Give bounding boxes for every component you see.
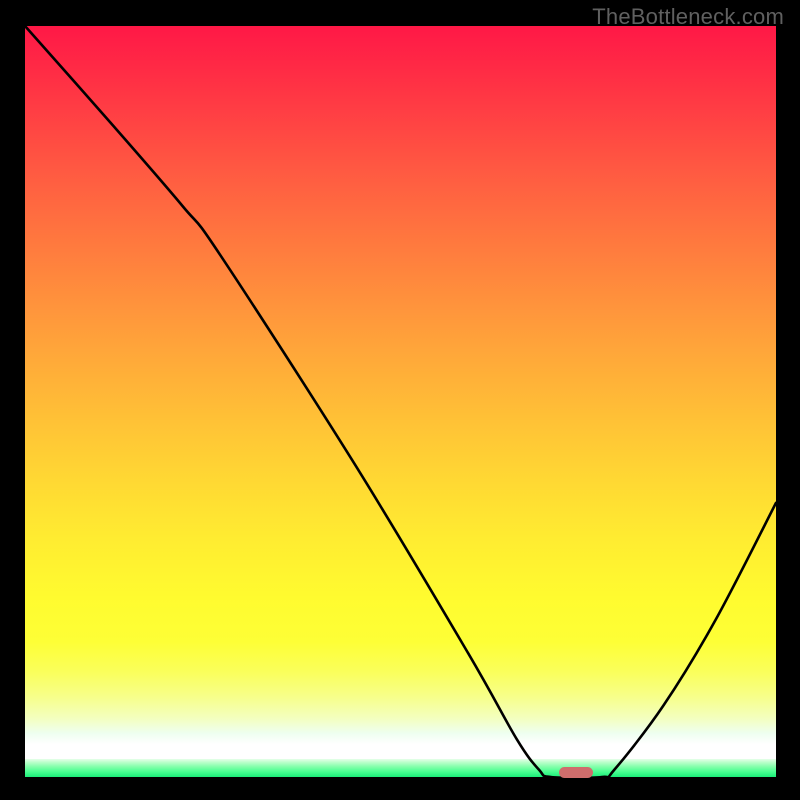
plot-area: [25, 26, 776, 777]
optimal-marker: [559, 767, 594, 778]
watermark-text: TheBottleneck.com: [592, 4, 784, 30]
curve-layer: [25, 26, 776, 777]
bottleneck-curve: [25, 26, 776, 778]
